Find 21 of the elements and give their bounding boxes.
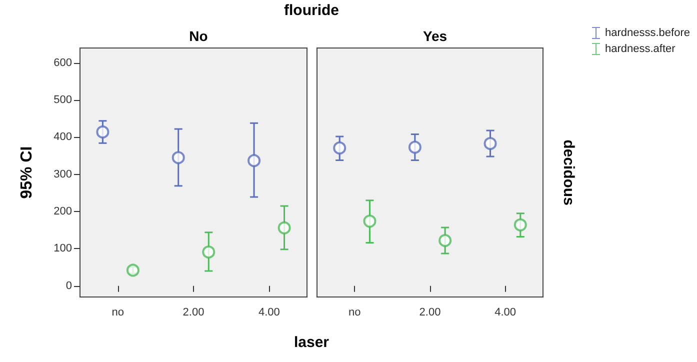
legend-label: hardnesss.before (605, 27, 690, 39)
x-tick-label: 4.00 (494, 306, 516, 318)
y-tick-label: 500 (54, 94, 72, 106)
x-tick-label: no (348, 306, 361, 318)
x-tick-label: 2.00 (419, 306, 441, 318)
y-tick-label: 300 (54, 168, 72, 180)
y-axis-title: 95% CI (18, 146, 36, 199)
x-tick-label: 4.00 (258, 306, 280, 318)
y-tick-label: 0 (66, 280, 72, 292)
x-tick-label: 2.00 (182, 306, 204, 318)
x-tick-label: no (112, 306, 124, 318)
chart-title: Yes (422, 28, 448, 44)
text: laser (292, 334, 330, 351)
y-tick-label: 600 (54, 56, 72, 69)
text: flouride (283, 2, 340, 19)
legend-label: hardness.after (605, 43, 676, 55)
y2-axis-title: decidous (560, 140, 577, 206)
y-tick-label: 100 (54, 242, 72, 255)
chart-title: No (189, 28, 208, 44)
y-tick-label: 400 (54, 131, 72, 144)
y-tick-label: 200 (54, 206, 72, 218)
